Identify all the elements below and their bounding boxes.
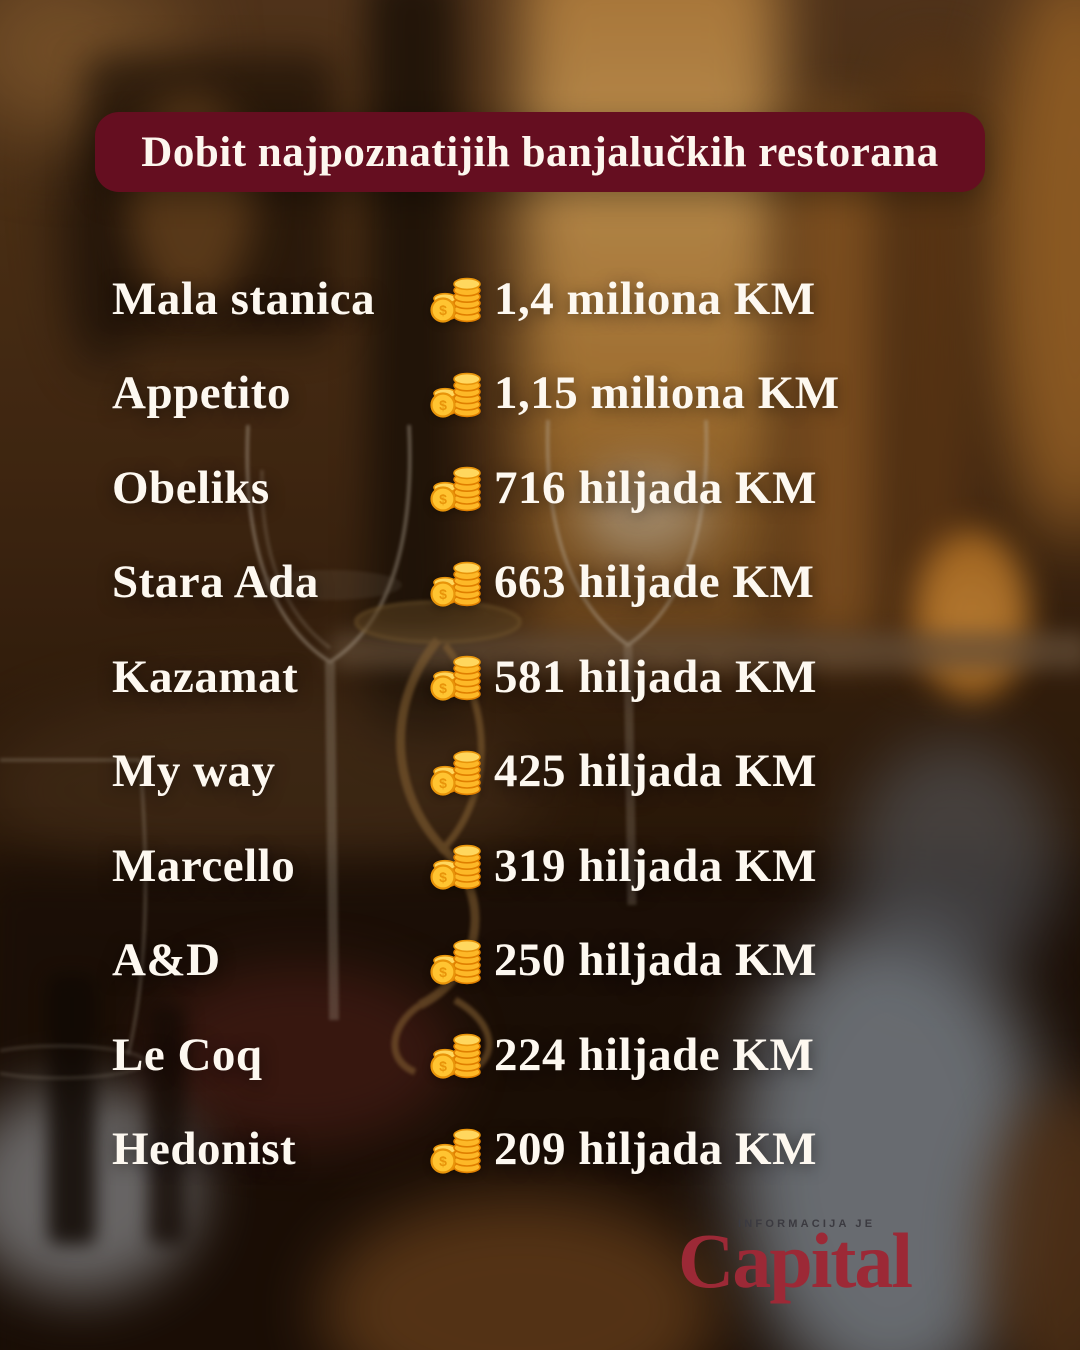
page-title: Dobit najpoznatijih banjalučkih restoran…: [141, 128, 939, 176]
list-item: Hedonist $ 209 hiljada KM: [112, 1103, 992, 1198]
svg-text:$: $: [439, 964, 447, 980]
restaurant-list: Mala stanica $ 1,4 miliona KM: [112, 252, 992, 1197]
restaurant-name: Appetito: [112, 367, 291, 420]
svg-text:$: $: [439, 586, 447, 602]
capital-logo: INFORMACIJA JE Capital: [678, 1210, 958, 1315]
coins-icon: $: [430, 278, 481, 323]
list-item: My way $ 425 hiljada KM: [112, 725, 992, 820]
coins-icon: $: [430, 939, 481, 985]
logo-wordmark: Capital: [678, 1217, 913, 1304]
profit-value: 581 hiljada KM: [494, 650, 817, 703]
svg-text:$: $: [439, 1058, 447, 1074]
svg-text:$: $: [439, 869, 447, 885]
svg-text:$: $: [439, 680, 447, 696]
coins-icon: $: [430, 750, 481, 796]
list-item: Kazamat $ 581 hiljada KM: [112, 630, 992, 725]
profit-value: 1,4 miliona KM: [494, 272, 816, 325]
coins-icon: $: [430, 1128, 481, 1174]
coins-icon: $: [430, 467, 481, 512]
list-item: Obeliks $ 716 hiljada KM: [112, 441, 992, 536]
profit-value: 209 hiljada KM: [494, 1123, 817, 1176]
list-item: Stara Ada $ 663 hiljade KM: [112, 536, 992, 631]
profit-value: 425 hiljada KM: [494, 745, 817, 798]
profit-value: 250 hiljada KM: [494, 934, 817, 987]
restaurant-name: Stara Ada: [112, 556, 319, 609]
svg-text:$: $: [439, 491, 447, 507]
svg-text:$: $: [439, 397, 447, 413]
logo-tagline: INFORMACIJA JE: [738, 1218, 876, 1230]
coins-icon: $: [430, 845, 481, 890]
restaurant-name: Hedonist: [112, 1123, 297, 1176]
restaurant-name: Le Coq: [112, 1028, 263, 1081]
restaurant-name: Mala stanica: [112, 272, 376, 325]
coins-icon: $: [430, 1034, 481, 1079]
svg-text:$: $: [439, 1153, 447, 1169]
svg-text:$: $: [439, 302, 447, 318]
coins-icon: $: [430, 372, 481, 418]
coins-icon: $: [430, 656, 481, 701]
profit-value: 224 hiljade KM: [494, 1028, 815, 1081]
svg-text:$: $: [439, 775, 447, 791]
list-item: Le Coq $ 224 hiljade KM: [112, 1008, 992, 1103]
profit-value: 319 hiljada KM: [494, 839, 817, 892]
restaurant-name: A&D: [112, 934, 221, 987]
profit-value: 716 hiljada KM: [494, 461, 817, 514]
title-banner: Dobit najpoznatijih banjalučkih restoran…: [95, 112, 985, 192]
restaurant-name: Marcello: [112, 839, 296, 892]
restaurant-name: My way: [112, 745, 276, 798]
restaurant-name: Obeliks: [112, 461, 270, 514]
restaurant-name: Kazamat: [112, 650, 299, 703]
list-item: A&D $ 250 hiljada KM: [112, 914, 992, 1009]
profit-value: 663 hiljade KM: [494, 556, 815, 609]
profit-value: 1,15 miliona KM: [494, 367, 840, 420]
list-item: Appetito $ 1,15 miliona KM: [112, 347, 992, 442]
list-item: Marcello $ 319 hiljada KM: [112, 819, 992, 914]
list-item: Mala stanica $ 1,4 miliona KM: [112, 252, 992, 347]
coins-icon: $: [430, 561, 481, 607]
